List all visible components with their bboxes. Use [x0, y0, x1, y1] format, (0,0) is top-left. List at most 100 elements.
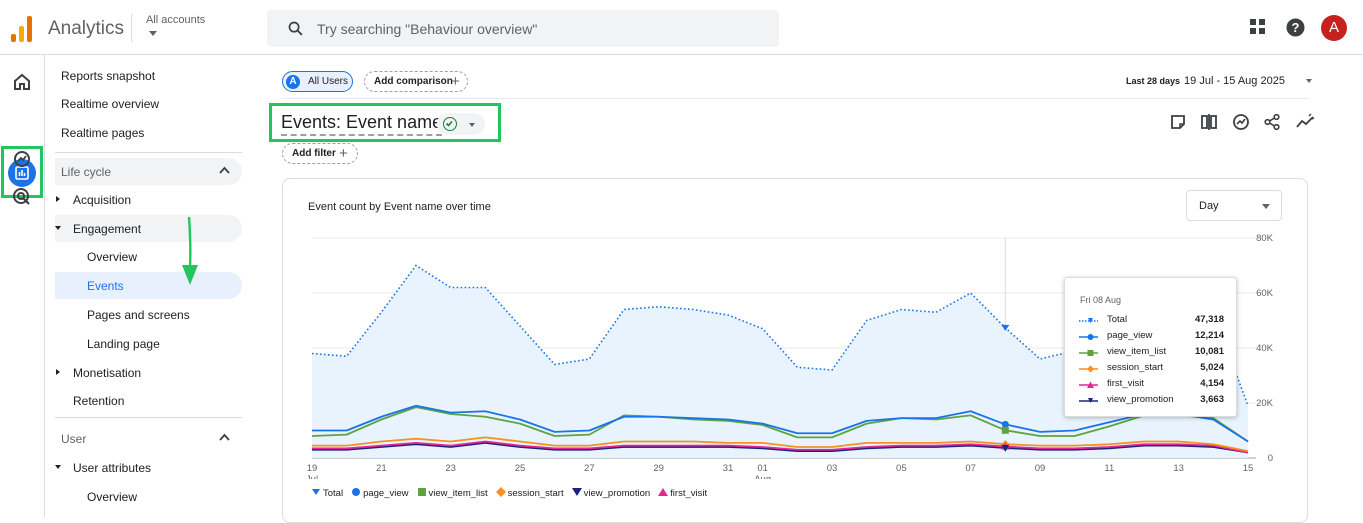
- share-icon[interactable]: [1263, 113, 1281, 131]
- customize-report-icon[interactable]: [1169, 113, 1187, 131]
- date-range-label: Last 28 days: [1126, 76, 1181, 86]
- account-selector[interactable]: All accounts: [146, 14, 206, 26]
- segment-chip[interactable]: A All Users: [282, 71, 353, 92]
- tooltip-series-icon: [1079, 381, 1098, 388]
- nav-landing-page[interactable]: Landing page: [87, 337, 160, 351]
- tooltip-series-value: 10,081: [1194, 346, 1224, 357]
- date-range-selector[interactable]: Last 28 days 19 Jul - 15 Aug 2025: [1126, 75, 1285, 87]
- nav-events[interactable]: Events: [87, 279, 124, 293]
- legend-symbol-icon: [571, 487, 582, 496]
- date-range-value: 19 Jul - 15 Aug 2025: [1184, 75, 1285, 87]
- nav-engagement[interactable]: Engagement: [73, 222, 142, 236]
- plus-icon: +: [451, 73, 460, 90]
- nav-events-active[interactable]: [55, 272, 242, 299]
- nav-acquisition[interactable]: Acquisition: [73, 193, 132, 207]
- tooltip-series-value: 5,024: [1200, 362, 1224, 373]
- analytics-logo-icon[interactable]: [11, 16, 35, 42]
- x-tick-label: 07: [965, 463, 976, 474]
- app-name: Analytics: [48, 18, 125, 39]
- chevron-down-icon[interactable]: [149, 31, 157, 36]
- marker-view-promotion: [1001, 444, 1010, 452]
- report-navigation: Reports snapshot Realtime overview Realt…: [45, 55, 255, 517]
- chevron-up-icon[interactable]: [219, 433, 230, 441]
- chevron-down-icon: [469, 123, 475, 127]
- segment-label: All Users: [308, 76, 349, 87]
- home-icon[interactable]: [11, 71, 33, 93]
- tooltip-series-icon: [1079, 334, 1098, 340]
- search-bar[interactable]: [267, 10, 779, 47]
- reports-icon[interactable]: [8, 159, 36, 187]
- divider: [55, 417, 242, 418]
- x-tick-label: 31: [723, 463, 734, 474]
- plus-icon: +: [339, 145, 348, 162]
- legend-label: page_view: [363, 488, 409, 499]
- collapse-arrow-icon[interactable]: [55, 226, 61, 230]
- search-icon: [288, 21, 303, 36]
- series-line-view-item-list: [311, 406, 1249, 443]
- tooltip-series-icon: [1079, 398, 1098, 403]
- legend-symbol-icon: [658, 487, 669, 496]
- add-comparison-label: Add comparison: [374, 76, 453, 87]
- legend-item[interactable]: page_view: [351, 487, 409, 499]
- x-tick-label: 01: [757, 463, 768, 474]
- nav-monetisation[interactable]: Monetisation: [73, 366, 142, 380]
- segment-badge: A: [286, 75, 300, 89]
- nav-user-attributes[interactable]: User attributes: [73, 461, 152, 475]
- legend-item[interactable]: view_promotion: [571, 487, 650, 499]
- nav-retention[interactable]: Retention: [73, 394, 125, 408]
- legend-item[interactable]: Total: [311, 487, 343, 499]
- legend-symbol-icon: [311, 487, 320, 496]
- series-line-first-visit: [312, 440, 1249, 454]
- x-tick-label: 21: [376, 463, 387, 474]
- y-tick-label: 60K: [1256, 288, 1274, 299]
- x-tick-label: 03: [827, 463, 838, 474]
- nav-lifecycle-header[interactable]: [55, 158, 242, 185]
- add-filter-button[interactable]: Add filter +: [282, 143, 358, 164]
- expand-arrow-icon[interactable]: [56, 196, 60, 202]
- avatar[interactable]: A: [1321, 15, 1347, 41]
- x-tick-label: 09: [1035, 463, 1046, 474]
- x-tick-month-label: Jul: [306, 474, 318, 479]
- x-tick-label: 23: [445, 463, 456, 474]
- chevron-down-icon[interactable]: [1306, 79, 1312, 83]
- page-title[interactable]: Events: Event name: [281, 112, 443, 136]
- legend-symbol-icon: [417, 487, 426, 496]
- help-icon[interactable]: ?: [1286, 18, 1305, 37]
- tooltip-series-value: 12,214: [1194, 330, 1224, 341]
- nav-pages-and-screens[interactable]: Pages and screens: [87, 308, 190, 322]
- tooltip-series-icon: [1079, 365, 1098, 373]
- nav-realtime-pages[interactable]: Realtime pages: [61, 126, 145, 140]
- compare-icon[interactable]: [1200, 113, 1218, 131]
- nav-engagement-row[interactable]: [55, 215, 242, 242]
- chevron-up-icon[interactable]: [219, 166, 230, 174]
- line-chart[interactable]: 80K 60K 40K 20K 0 19 21 23 25 27 29 31 01 03 05 07 09 11 1…: [283, 179, 1307, 479]
- nav-engagement-overview[interactable]: Overview: [87, 250, 138, 264]
- nav-realtime-overview[interactable]: Realtime overview: [61, 97, 160, 111]
- divider: [131, 14, 132, 42]
- advertising-icon[interactable]: [11, 186, 33, 208]
- search-input[interactable]: [317, 10, 757, 47]
- insights-icon[interactable]: [1232, 113, 1250, 131]
- legend-item[interactable]: view_item_list: [417, 487, 488, 499]
- user-header-label: User: [61, 432, 87, 446]
- legend-item[interactable]: session_start: [495, 487, 564, 499]
- tooltip-series-name: Total: [1107, 314, 1128, 325]
- add-comparison-button[interactable]: Add comparison +: [364, 71, 468, 92]
- marker-page-view: [1001, 420, 1009, 428]
- legend-item[interactable]: first_visit: [658, 487, 707, 499]
- granularity-select[interactable]: Day: [1186, 190, 1282, 221]
- y-tick-label: 0: [1268, 453, 1273, 464]
- series-line-page-view: [312, 404, 1249, 443]
- tooltip-series-name: view_item_list: [1107, 346, 1167, 357]
- divider: [282, 98, 1309, 99]
- tooltip-row: first_visit 4,154: [1079, 378, 1224, 392]
- collapse-arrow-icon[interactable]: [55, 465, 61, 469]
- nav-user-attributes-overview[interactable]: Overview: [87, 490, 138, 504]
- explore-icon[interactable]: [11, 148, 33, 170]
- report-status-chip[interactable]: [437, 113, 485, 135]
- expand-arrow-icon[interactable]: [56, 369, 60, 375]
- apps-grid-icon[interactable]: [1249, 18, 1267, 36]
- nav-reports-snapshot[interactable]: Reports snapshot: [61, 69, 156, 83]
- trend-icon[interactable]: [1296, 113, 1315, 131]
- annotation-highlight-box: [1, 146, 43, 198]
